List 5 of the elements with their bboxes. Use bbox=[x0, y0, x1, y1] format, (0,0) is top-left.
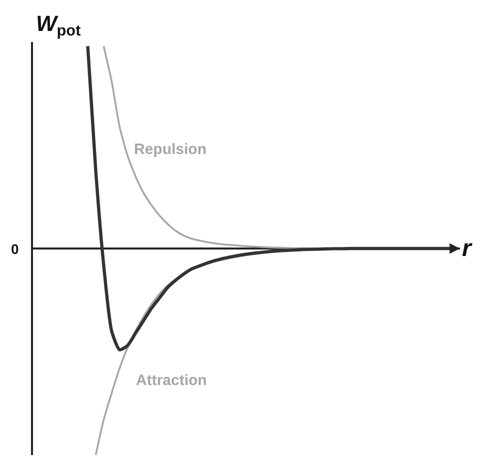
y-axis-title: W$_{pot}$ bbox=[36, 11, 81, 40]
series-label: Attraction bbox=[136, 372, 207, 389]
series-label: Repulsion bbox=[134, 141, 207, 158]
x-axis-title: r bbox=[462, 235, 473, 262]
text: 0 bbox=[11, 241, 19, 257]
